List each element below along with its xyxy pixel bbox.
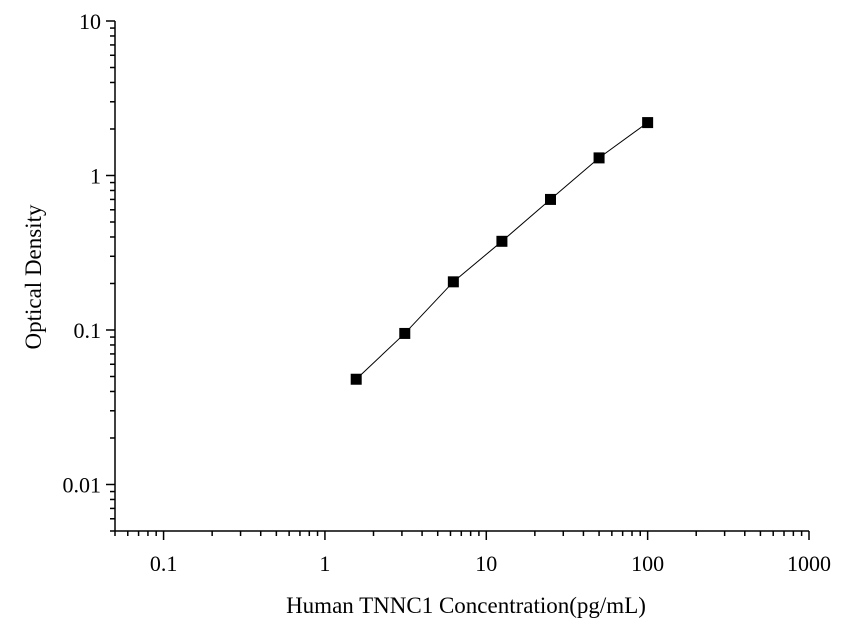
- x-tick-label: 10: [475, 551, 497, 576]
- data-series: [350, 117, 654, 385]
- axes: 0.1 1 10 100 1000 0.01 0.1 1 10: [63, 9, 832, 576]
- x-tick-label: 1: [319, 551, 330, 576]
- y-tick-label: 1: [90, 163, 101, 188]
- data-point: [642, 117, 654, 129]
- data-point: [447, 276, 459, 288]
- data-point: [593, 152, 605, 164]
- data-point: [399, 327, 411, 339]
- y-tick-label: 10: [79, 9, 101, 34]
- x-tick-label: 100: [631, 551, 664, 576]
- x-tick-label: 1000: [787, 551, 831, 576]
- data-point: [496, 235, 508, 247]
- data-point: [545, 193, 556, 205]
- y-tick-label: 0.01: [63, 472, 102, 497]
- x-axis-title: Human TNNC1 Concentration(pg/mL): [286, 593, 646, 618]
- y-tick-label: 0.1: [74, 318, 102, 343]
- x-tick-label: 0.1: [150, 551, 178, 576]
- y-axis-title: Optical Density: [21, 204, 46, 349]
- data-point: [350, 373, 362, 385]
